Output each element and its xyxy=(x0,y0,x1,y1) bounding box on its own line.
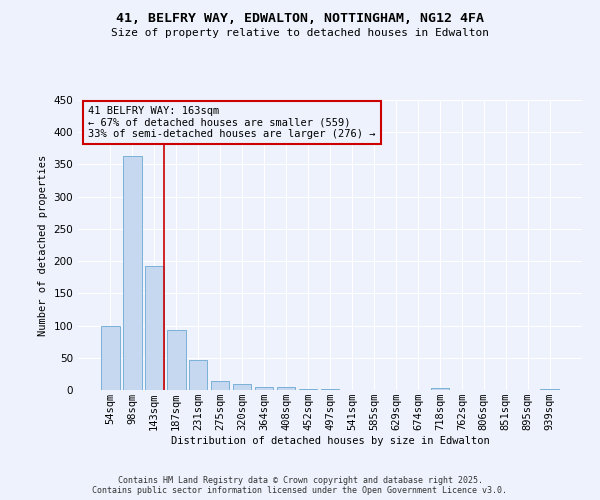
Bar xyxy=(211,381,229,390)
Text: Contains HM Land Registry data © Crown copyright and database right 2025.
Contai: Contains HM Land Registry data © Crown c… xyxy=(92,476,508,495)
Bar xyxy=(233,384,251,390)
Bar xyxy=(101,326,119,390)
Bar xyxy=(123,156,142,390)
Y-axis label: Number of detached properties: Number of detached properties xyxy=(38,154,48,336)
Text: 41, BELFRY WAY, EDWALTON, NOTTINGHAM, NG12 4FA: 41, BELFRY WAY, EDWALTON, NOTTINGHAM, NG… xyxy=(116,12,484,26)
Bar xyxy=(145,266,164,390)
Bar xyxy=(277,387,295,390)
Bar xyxy=(189,360,208,390)
Bar xyxy=(167,330,185,390)
Bar xyxy=(299,388,317,390)
Bar xyxy=(431,388,449,390)
X-axis label: Distribution of detached houses by size in Edwalton: Distribution of detached houses by size … xyxy=(170,436,490,446)
Bar xyxy=(255,388,274,390)
Text: Size of property relative to detached houses in Edwalton: Size of property relative to detached ho… xyxy=(111,28,489,38)
Text: 41 BELFRY WAY: 163sqm
← 67% of detached houses are smaller (559)
33% of semi-det: 41 BELFRY WAY: 163sqm ← 67% of detached … xyxy=(88,106,376,139)
